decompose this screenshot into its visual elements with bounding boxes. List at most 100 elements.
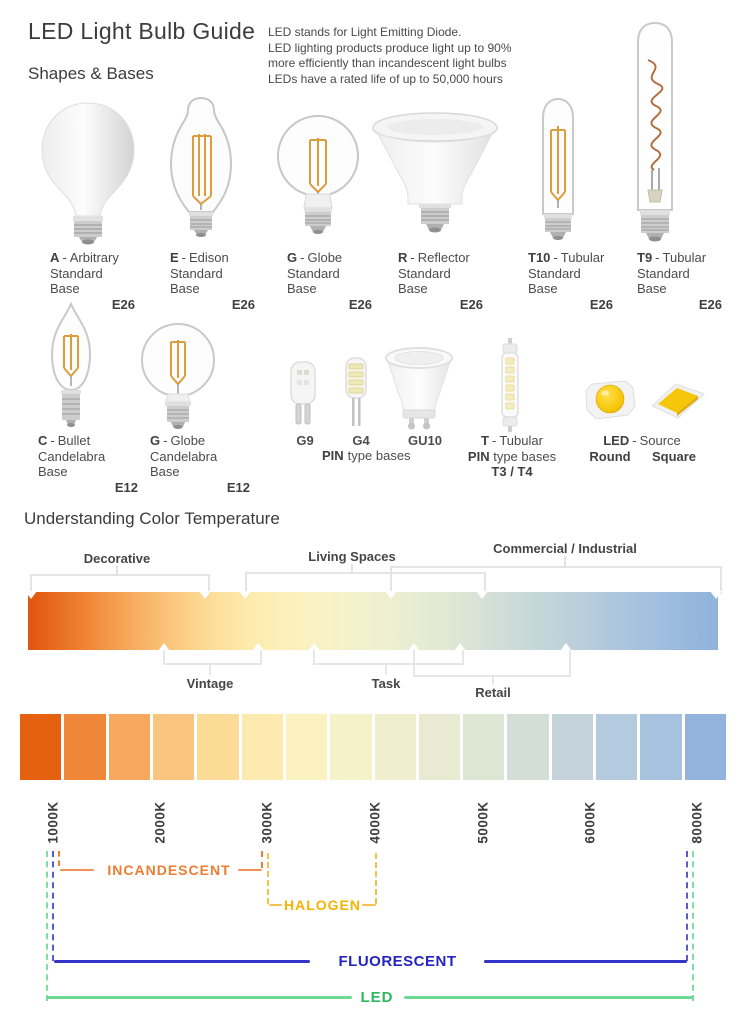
zone-retail: Retail bbox=[475, 685, 511, 700]
gradient-notch bbox=[239, 591, 251, 599]
zone-commercial-industrial: Commercial / Industrial bbox=[493, 541, 637, 556]
kelvin-tick: 4000K bbox=[367, 801, 383, 844]
bulb-r-reflector-illustration bbox=[372, 112, 498, 233]
kelvin-scale-segment bbox=[64, 714, 106, 780]
bulb-a-arbitrary-illustration bbox=[41, 102, 135, 245]
led-source-name: LED - Source bbox=[603, 433, 681, 448]
bulb-name: T - Tubular bbox=[481, 433, 543, 448]
bulb-base: Standard Base bbox=[528, 265, 581, 297]
bulb-base: Candelabra Base bbox=[38, 448, 106, 480]
bulb-base: Standard Base bbox=[170, 265, 223, 297]
page-title: LED Light Bulb Guide bbox=[28, 18, 256, 44]
kelvin-scale-segment bbox=[197, 714, 239, 780]
gradient-notch bbox=[454, 643, 466, 651]
bulb-t10-tubular-illustration bbox=[542, 97, 574, 240]
label-led-source: LED - Source Round Square bbox=[578, 433, 706, 464]
fluorescent-range-start-line bbox=[52, 851, 54, 961]
bulb-socket: E26 bbox=[348, 296, 372, 312]
bulb-gu10-illustration bbox=[385, 347, 453, 430]
description-line: LED lighting products produce light up t… bbox=[268, 40, 512, 55]
bulb-t3-r7s-illustration bbox=[501, 338, 519, 432]
gradient-notch bbox=[476, 591, 488, 599]
kelvin-scale-segment bbox=[20, 714, 62, 780]
bulb-name: E - Edison bbox=[170, 250, 229, 265]
label-t-tubular: T - Tubular PIN type bases T3 / T4 bbox=[462, 433, 562, 480]
decorative-bracket bbox=[30, 574, 210, 594]
description-line: LED stands for Light Emitting Diode. bbox=[268, 25, 462, 39]
label-bulb-g: G - Globe Standard Base E26 bbox=[287, 250, 372, 312]
bulb-name: T10- Tubular bbox=[528, 250, 605, 265]
bulb-base: Candelabra Base bbox=[150, 448, 218, 480]
gradient-notch bbox=[199, 591, 211, 599]
intro-description: LED stands for Light Emitting Diode. LED… bbox=[268, 25, 538, 87]
incandescent-label: INCANDESCENT bbox=[107, 862, 231, 878]
gradient-notch bbox=[408, 643, 420, 651]
commercial-bracket bbox=[390, 566, 722, 594]
halogen-label: HALOGEN bbox=[284, 897, 361, 913]
bulb-name: A - Arbitrary bbox=[50, 250, 119, 265]
bulb-e-edison-illustration bbox=[169, 96, 233, 237]
retail-bracket bbox=[413, 650, 571, 677]
led-line-right bbox=[404, 996, 694, 999]
label-g4: G4 bbox=[352, 433, 370, 448]
kelvin-scale-segment bbox=[551, 714, 594, 780]
fluorescent-line-right bbox=[484, 960, 687, 963]
bulb-socket: E26 bbox=[589, 296, 613, 312]
description-line: LEDs have a rated life of up to 50,000 h… bbox=[268, 71, 503, 86]
kelvin-scale-segment bbox=[640, 714, 682, 780]
led-source-round-illustration bbox=[585, 380, 636, 420]
label-bulb-g-candelabra: G - Globe Candelabra Base E12 bbox=[150, 433, 250, 495]
gradient-notch bbox=[158, 643, 170, 651]
kelvin-tick: 8000K bbox=[689, 801, 705, 844]
gradient-notch bbox=[25, 591, 37, 599]
retail-stem bbox=[492, 675, 494, 685]
fluorescent-label: FLUORESCENT bbox=[338, 953, 457, 970]
bulb-g9-pin-illustration bbox=[290, 361, 316, 425]
kelvin-scale-segment bbox=[418, 714, 461, 780]
halogen-line-right bbox=[362, 904, 376, 906]
led-line-left bbox=[46, 996, 352, 999]
kelvin-scale-segment bbox=[285, 714, 328, 780]
task-bracket bbox=[313, 650, 464, 665]
vintage-stem bbox=[209, 663, 211, 675]
kelvin-tick: 3000K bbox=[259, 801, 275, 844]
bulb-base: Standard Base bbox=[398, 265, 451, 297]
kelvin-tick: 5000K bbox=[475, 801, 491, 844]
zone-living-spaces: Living Spaces bbox=[308, 549, 396, 564]
living-spaces-stem bbox=[351, 564, 353, 573]
zone-vintage: Vintage bbox=[186, 676, 234, 691]
bulb-socket: E12 bbox=[226, 479, 250, 495]
incandescent-line-left bbox=[60, 869, 94, 871]
bulb-socket: E26 bbox=[459, 296, 483, 312]
incandescent-range-start-line bbox=[58, 851, 60, 866]
zone-decorative: Decorative bbox=[83, 551, 151, 566]
bulb-name: C - Bullet bbox=[38, 433, 91, 448]
vintage-bracket bbox=[163, 650, 262, 665]
kelvin-scale-segment bbox=[374, 714, 416, 780]
incandescent-range-end-line bbox=[261, 851, 263, 868]
bulb-g-globe-illustration bbox=[277, 115, 359, 234]
label-g9: G9 bbox=[296, 433, 314, 448]
kelvin-scale-segments bbox=[20, 714, 726, 780]
task-stem bbox=[385, 663, 387, 675]
led-round-label: Round bbox=[589, 448, 631, 464]
bulb-base: Standard Base bbox=[50, 265, 103, 297]
kelvin-tick: 1000K bbox=[45, 801, 61, 844]
led-source-square-illustration bbox=[651, 383, 705, 419]
label-bulb-e: E - Edison Standard Base E26 bbox=[170, 250, 255, 312]
zone-task: Task bbox=[371, 676, 401, 691]
living-spaces-bracket bbox=[245, 572, 486, 594]
gradient-notch bbox=[560, 643, 572, 651]
bulb-base: Standard Base bbox=[287, 265, 340, 297]
fluorescent-range-end-line bbox=[686, 851, 688, 961]
halogen-range-start-line bbox=[267, 853, 269, 904]
gradient-notch bbox=[252, 643, 264, 651]
kelvin-scale-segment bbox=[596, 714, 638, 780]
label-bulb-a: A - Arbitrary Standard Base E26 bbox=[50, 250, 135, 312]
bulb-socket: E12 bbox=[114, 479, 138, 495]
bulb-t9-tubular-illustration bbox=[637, 21, 673, 242]
led-source-types: Round Square bbox=[578, 449, 706, 465]
color-temperature-gradient-bar bbox=[25, 591, 722, 651]
bulb-name: T9- Tubular bbox=[637, 250, 707, 265]
